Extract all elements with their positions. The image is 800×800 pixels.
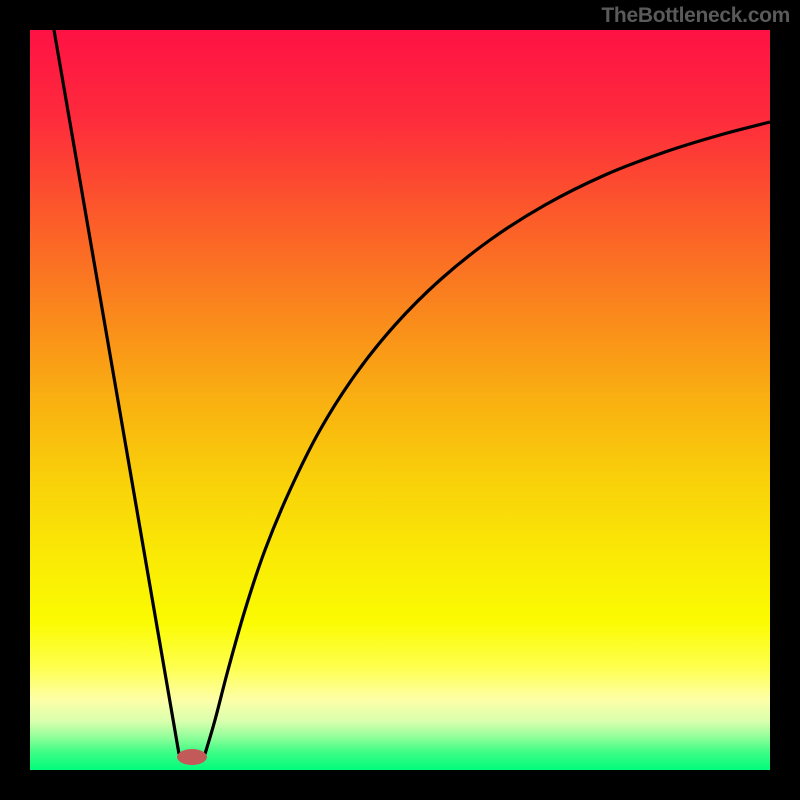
chart-svg [0,0,800,800]
attribution-text: TheBottleneck.com [601,4,790,28]
bottleneck-chart: TheBottleneck.com [0,0,800,800]
minimum-marker [177,749,207,765]
plot-background [30,30,770,770]
